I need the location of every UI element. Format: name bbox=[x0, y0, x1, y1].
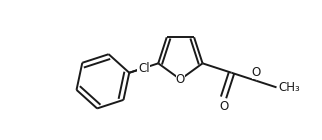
Text: O: O bbox=[251, 66, 261, 79]
Text: Cl: Cl bbox=[138, 62, 150, 74]
Text: O: O bbox=[219, 100, 228, 113]
Text: CH₃: CH₃ bbox=[279, 81, 300, 94]
Text: O: O bbox=[176, 73, 185, 86]
